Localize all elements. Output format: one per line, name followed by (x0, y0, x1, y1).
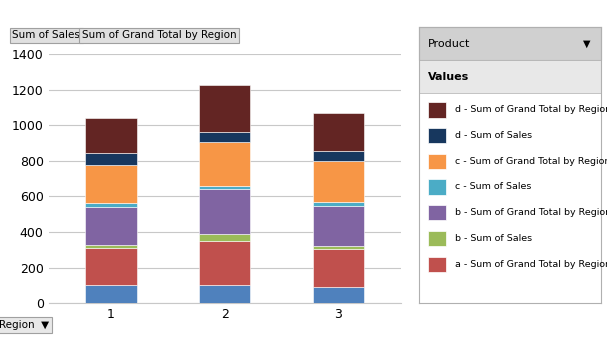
Bar (313, 206, 364, 246)
FancyBboxPatch shape (428, 180, 446, 195)
Bar (199, 284, 250, 303)
FancyBboxPatch shape (419, 60, 601, 93)
Bar (199, 234, 250, 241)
Text: b - Sum of Sales: b - Sum of Sales (455, 234, 532, 243)
Bar (199, 85, 250, 132)
Text: Sum of Grand Total by Region: Sum of Grand Total by Region (82, 30, 237, 40)
FancyBboxPatch shape (428, 102, 446, 118)
Text: b - Sum of Grand Total by Region: b - Sum of Grand Total by Region (455, 208, 607, 217)
FancyBboxPatch shape (428, 205, 446, 220)
Text: c - Sum of Sales: c - Sum of Sales (455, 182, 532, 191)
Bar (199, 241, 250, 284)
Bar (86, 165, 137, 203)
Bar (199, 142, 250, 186)
Text: d - Sum of Grand Total by Region: d - Sum of Grand Total by Region (455, 105, 607, 114)
Bar (86, 203, 137, 207)
Text: a - Sum of Grand Total by Region: a - Sum of Grand Total by Region (455, 259, 607, 269)
Text: Values: Values (428, 72, 469, 82)
Bar (86, 285, 137, 303)
Bar (199, 189, 250, 234)
Bar (86, 248, 137, 285)
Bar (86, 118, 137, 153)
Bar (199, 132, 250, 142)
Bar (86, 245, 137, 248)
Text: c - Sum of Grand Total by Region: c - Sum of Grand Total by Region (455, 157, 607, 166)
Bar (199, 186, 250, 189)
Text: d - Sum of Sales: d - Sum of Sales (455, 131, 532, 140)
FancyBboxPatch shape (428, 256, 446, 272)
FancyBboxPatch shape (428, 231, 446, 246)
Bar (86, 153, 137, 165)
FancyBboxPatch shape (428, 154, 446, 169)
Bar (313, 114, 364, 151)
Text: Region  ▼: Region ▼ (0, 320, 49, 330)
Bar (313, 287, 364, 303)
Bar (86, 207, 137, 245)
Bar (313, 161, 364, 203)
Text: Product: Product (428, 38, 470, 49)
Text: ▼: ▼ (583, 38, 590, 49)
FancyBboxPatch shape (428, 128, 446, 143)
Bar (313, 203, 364, 206)
Text: Sum of Sales: Sum of Sales (12, 30, 80, 40)
Bar (313, 151, 364, 161)
Bar (313, 249, 364, 287)
Bar (313, 246, 364, 249)
FancyBboxPatch shape (419, 27, 601, 60)
